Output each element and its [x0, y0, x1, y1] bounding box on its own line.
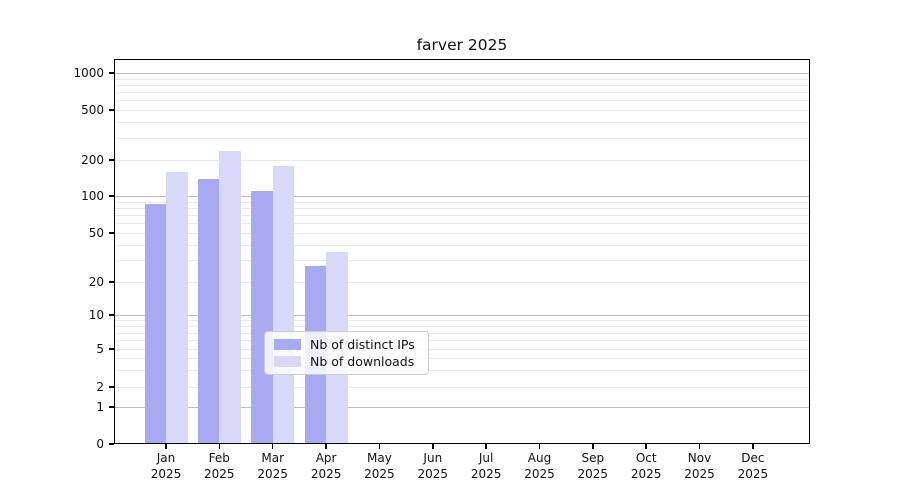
y-tick-label: 50 — [88, 225, 104, 240]
y-tick-mark — [109, 406, 114, 408]
y-tick-mark — [109, 281, 114, 283]
minor-gridline — [114, 201, 810, 203]
x-tick-label-apr: Apr 2025 — [310, 451, 342, 481]
x-tick-mark — [165, 444, 167, 449]
minor-gridline — [114, 349, 810, 350]
major-gridline — [114, 196, 810, 197]
minor-gridline — [114, 387, 810, 388]
y-tick-mark — [109, 314, 114, 316]
x-tick-label-jan: Jan 2025 — [150, 451, 182, 481]
minor-gridline — [114, 223, 810, 225]
y-tick-label: 1000 — [73, 65, 104, 80]
legend-item-distinct-ips: Nb of distinct IPs — [274, 337, 419, 352]
chart-title: farver 2025 — [416, 36, 508, 54]
bar-downloads-jan — [166, 171, 188, 444]
y-tick-label: 500 — [81, 102, 104, 117]
x-tick-label-jul: Jul 2025 — [470, 451, 502, 481]
legend: Nb of distinct IPs Nb of downloads — [264, 331, 429, 375]
major-gridline — [114, 315, 810, 316]
minor-gridline — [114, 282, 810, 283]
minor-gridline — [114, 325, 810, 327]
x-tick-label-nov: Nov 2025 — [684, 451, 715, 481]
x-tick-label-may: May 2025 — [364, 451, 395, 481]
y-tick-label: 200 — [81, 152, 104, 167]
y-tick-label: 100 — [81, 188, 104, 203]
y-tick-label: 5 — [96, 341, 104, 356]
x-tick-mark — [698, 444, 701, 449]
bar-downloads-mar — [272, 166, 295, 444]
minor-gridline — [114, 340, 810, 342]
minor-gridline — [114, 100, 810, 102]
legend-item-downloads: Nb of downloads — [274, 354, 419, 369]
x-tick-mark — [432, 444, 434, 449]
major-gridline — [114, 73, 810, 74]
minor-gridline — [114, 78, 810, 80]
minor-gridline — [114, 260, 810, 262]
x-tick-label-sep: Sep 2025 — [577, 451, 609, 481]
y-tick-mark — [109, 109, 114, 111]
x-tick-label-feb: Feb 2025 — [204, 451, 235, 481]
minor-gridline — [114, 160, 810, 161]
minor-gridline — [114, 370, 810, 372]
x-tick-mark — [325, 444, 327, 449]
plot-area — [114, 59, 810, 444]
y-tick-label: 0 — [96, 436, 104, 451]
y-tick-mark — [109, 443, 114, 445]
minor-gridline — [114, 84, 810, 86]
minor-gridline — [114, 122, 810, 124]
x-tick-mark — [538, 444, 541, 449]
legend-swatch-distinct-ips — [274, 338, 301, 350]
y-tick-mark — [109, 232, 114, 234]
minor-gridline — [114, 320, 810, 322]
y-tick-mark — [109, 159, 114, 161]
minor-gridline — [114, 332, 810, 334]
y-tick-label: 10 — [88, 307, 104, 322]
x-tick-mark — [218, 444, 221, 449]
x-tick-label-oct: Oct 2025 — [630, 451, 662, 481]
major-gridline — [114, 407, 810, 408]
x-tick-mark — [592, 444, 594, 449]
x-tick-mark — [271, 444, 274, 449]
y-tick-label: 1 — [96, 399, 104, 414]
x-tick-label-dec: Dec 2025 — [737, 451, 769, 481]
legend-swatch-downloads — [274, 356, 301, 368]
x-tick-mark — [645, 444, 647, 449]
minor-gridline — [114, 207, 810, 209]
x-tick-label-aug: Aug 2025 — [524, 451, 555, 481]
y-tick-label: 20 — [88, 274, 104, 289]
y-tick-label: 2 — [96, 379, 104, 394]
y-tick-mark — [109, 386, 114, 388]
minor-gridline — [114, 244, 810, 246]
y-tick-mark — [109, 72, 114, 74]
x-tick-mark — [485, 444, 487, 449]
bar-distinct-ips-feb — [197, 178, 220, 444]
minor-gridline — [114, 110, 810, 111]
x-tick-label-mar: Mar 2025 — [257, 451, 288, 481]
bar-distinct-ips-jan — [144, 204, 166, 444]
bar-downloads-feb — [219, 151, 241, 444]
x-tick-mark — [378, 444, 381, 449]
x-tick-label-jun: Jun 2025 — [417, 451, 449, 481]
minor-gridline — [114, 215, 810, 216]
minor-gridline — [114, 137, 810, 139]
y-tick-mark — [109, 348, 114, 350]
bar-distinct-ips-mar — [251, 191, 273, 444]
minor-gridline — [114, 233, 810, 234]
x-tick-mark — [752, 444, 754, 449]
minor-gridline — [114, 358, 810, 360]
minor-gridline — [114, 92, 810, 93]
y-tick-mark — [109, 195, 114, 197]
legend-label-downloads: Nb of downloads — [310, 354, 415, 370]
legend-label-distinct-ips: Nb of distinct IPs — [310, 336, 415, 352]
